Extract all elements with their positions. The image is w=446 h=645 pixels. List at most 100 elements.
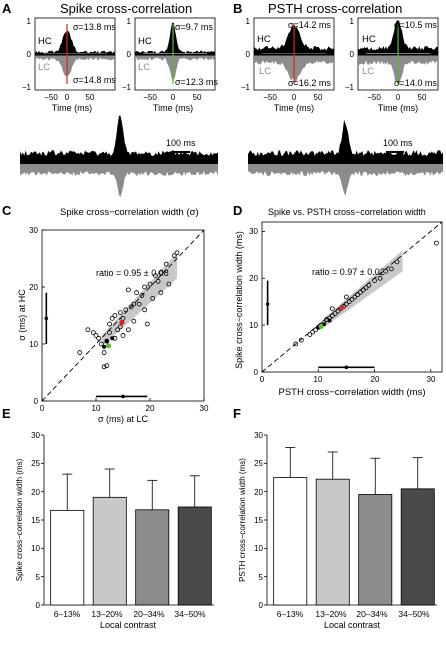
confidence-band [101, 252, 177, 348]
data-point [99, 341, 104, 347]
data-point [139, 293, 145, 298]
bar [50, 509, 85, 606]
long-trace-b: 100 ms [248, 119, 443, 196]
ratio-annotation: ratio = 0.97 ± 0.02 [312, 267, 385, 277]
xcorr-traces [135, 22, 215, 84]
data-point [101, 364, 107, 370]
y-axis-label: PSTH cross−correlation width (ms) [238, 458, 247, 582]
data-point [332, 311, 338, 316]
data-point [343, 301, 349, 307]
data-point [85, 327, 91, 333]
y-tick-label: 5 [36, 573, 41, 582]
xcorr-panel-b1: HC LC σ=14.2 ms σ=16.2 ms 1 0 −1 −50 0 5… [241, 17, 335, 113]
data-point [115, 327, 120, 333]
panel-title-a: Spike cross-correlation [60, 1, 192, 16]
x-axis-label: Local contrast [100, 620, 157, 630]
x-tick-label: 0 [260, 375, 265, 384]
y-tick-label: 10 [254, 544, 263, 553]
data-point [166, 281, 172, 287]
plot-frame [261, 221, 443, 373]
filled-data-point [110, 336, 115, 341]
bar-chart-f: 0 5 10 15 20 25 30 6–13% 13–20% 20–34% 3… [238, 431, 437, 630]
data-point [171, 253, 177, 259]
y-tick-label: 20 [254, 488, 263, 497]
panel-letter-c: C [2, 203, 12, 218]
data-point [329, 313, 335, 319]
data-point [120, 333, 126, 338]
sigma-hc-label: σ=14.2 ms [288, 20, 331, 30]
data-point [298, 337, 304, 343]
data-point [329, 306, 335, 312]
y-tick-label: −1 [241, 83, 251, 92]
y-tick-label: 0 [127, 50, 132, 59]
panel-letter-f: F [233, 406, 241, 421]
x-axis-label: Time (ms) [378, 103, 418, 113]
data-point [144, 321, 150, 327]
category-label: 34–50% [174, 609, 206, 619]
scale-bar-label: 100 ms [166, 138, 196, 148]
data-point [112, 313, 118, 318]
x-tick-label: 30 [427, 375, 436, 384]
y-tick-label: 25 [254, 459, 263, 468]
long-trace-shapes [248, 119, 443, 196]
data-point [352, 294, 358, 300]
x-tick-label: 50 [314, 93, 323, 102]
xcorr-panel-a2: HC LC σ=9.7 ms σ=12.3 ms 1 0 −1 −50 0 50… [122, 17, 218, 113]
data-point [383, 268, 389, 274]
long-trace-shapes [20, 115, 218, 198]
y-tick-label: 0 [34, 397, 39, 406]
plot-content [264, 434, 435, 606]
category-label: 6–13% [277, 609, 304, 619]
xcorr-traces [254, 23, 334, 84]
x-tick-label: 10 [314, 375, 323, 384]
data-point [372, 278, 377, 283]
y-tick-label: 0 [350, 50, 355, 59]
panel-title-d: Spike vs. PSTH cross−correlation width [268, 207, 426, 217]
hc-label: HC [38, 36, 52, 47]
data-point [313, 327, 318, 333]
y-tick-label: 25 [31, 459, 40, 468]
panel-letter-b: B [233, 1, 242, 16]
confidence-band [323, 250, 403, 328]
y-tick-label: 0 [27, 50, 32, 59]
y-tick-label: 1 [27, 17, 32, 26]
scatter-chart-d: ratio = 0.97 ± 0.02 0 10 20 30 0 10 20 3… [234, 221, 443, 398]
bar-chart-e: 0 5 10 15 20 25 30 6–13% 13–20% 20–34% 3… [15, 431, 214, 630]
y-tick-label: 0 [36, 601, 41, 610]
x-tick-label: 20 [146, 404, 155, 413]
x-tick-label: 0 [40, 404, 45, 413]
scatter-chart-c: ratio = 0.95 ± 0.08 0 10 20 30 0 10 20 3… [17, 226, 209, 424]
xcorr-traces [35, 24, 115, 84]
x-tick-label: −50 [263, 93, 277, 102]
y-axis-label: Spike cross−correlation width (ms) [234, 231, 244, 369]
y-axis-label: σ (ms) at HC [17, 289, 27, 341]
data-point [77, 350, 83, 355]
y-tick-label: −1 [22, 83, 32, 92]
y-tick-label: 5 [259, 573, 264, 582]
data-point [343, 294, 349, 300]
data-point [158, 290, 164, 296]
lc-label: LC [138, 62, 150, 73]
sigma-hc-label: σ=10.5 ms [394, 20, 437, 30]
x-tick-label: 50 [418, 93, 427, 102]
lc-raw-trace [20, 164, 218, 198]
panel-title-b: PSTH cross-correlation [268, 1, 402, 16]
category-label: 20–34% [133, 609, 165, 619]
plot-content [41, 229, 205, 402]
hc-correlogram [135, 22, 215, 56]
y-tick-label: 0 [246, 50, 251, 59]
data-point [136, 301, 142, 307]
bar [92, 496, 127, 606]
filled-data-point [102, 344, 107, 349]
x-tick-label: 10 [92, 404, 101, 413]
x-tick-label: 0 [396, 93, 401, 102]
data-point [131, 318, 137, 324]
sigma-lc-label: σ=14.8 ms [73, 75, 116, 85]
x-tick-label: −50 [143, 93, 157, 102]
x-tick-label: −50 [367, 93, 381, 102]
lc-raw-trace [248, 164, 443, 196]
data-point [433, 240, 439, 246]
panel-letter-e: E [2, 406, 11, 421]
panel-letter-a: A [2, 1, 12, 16]
